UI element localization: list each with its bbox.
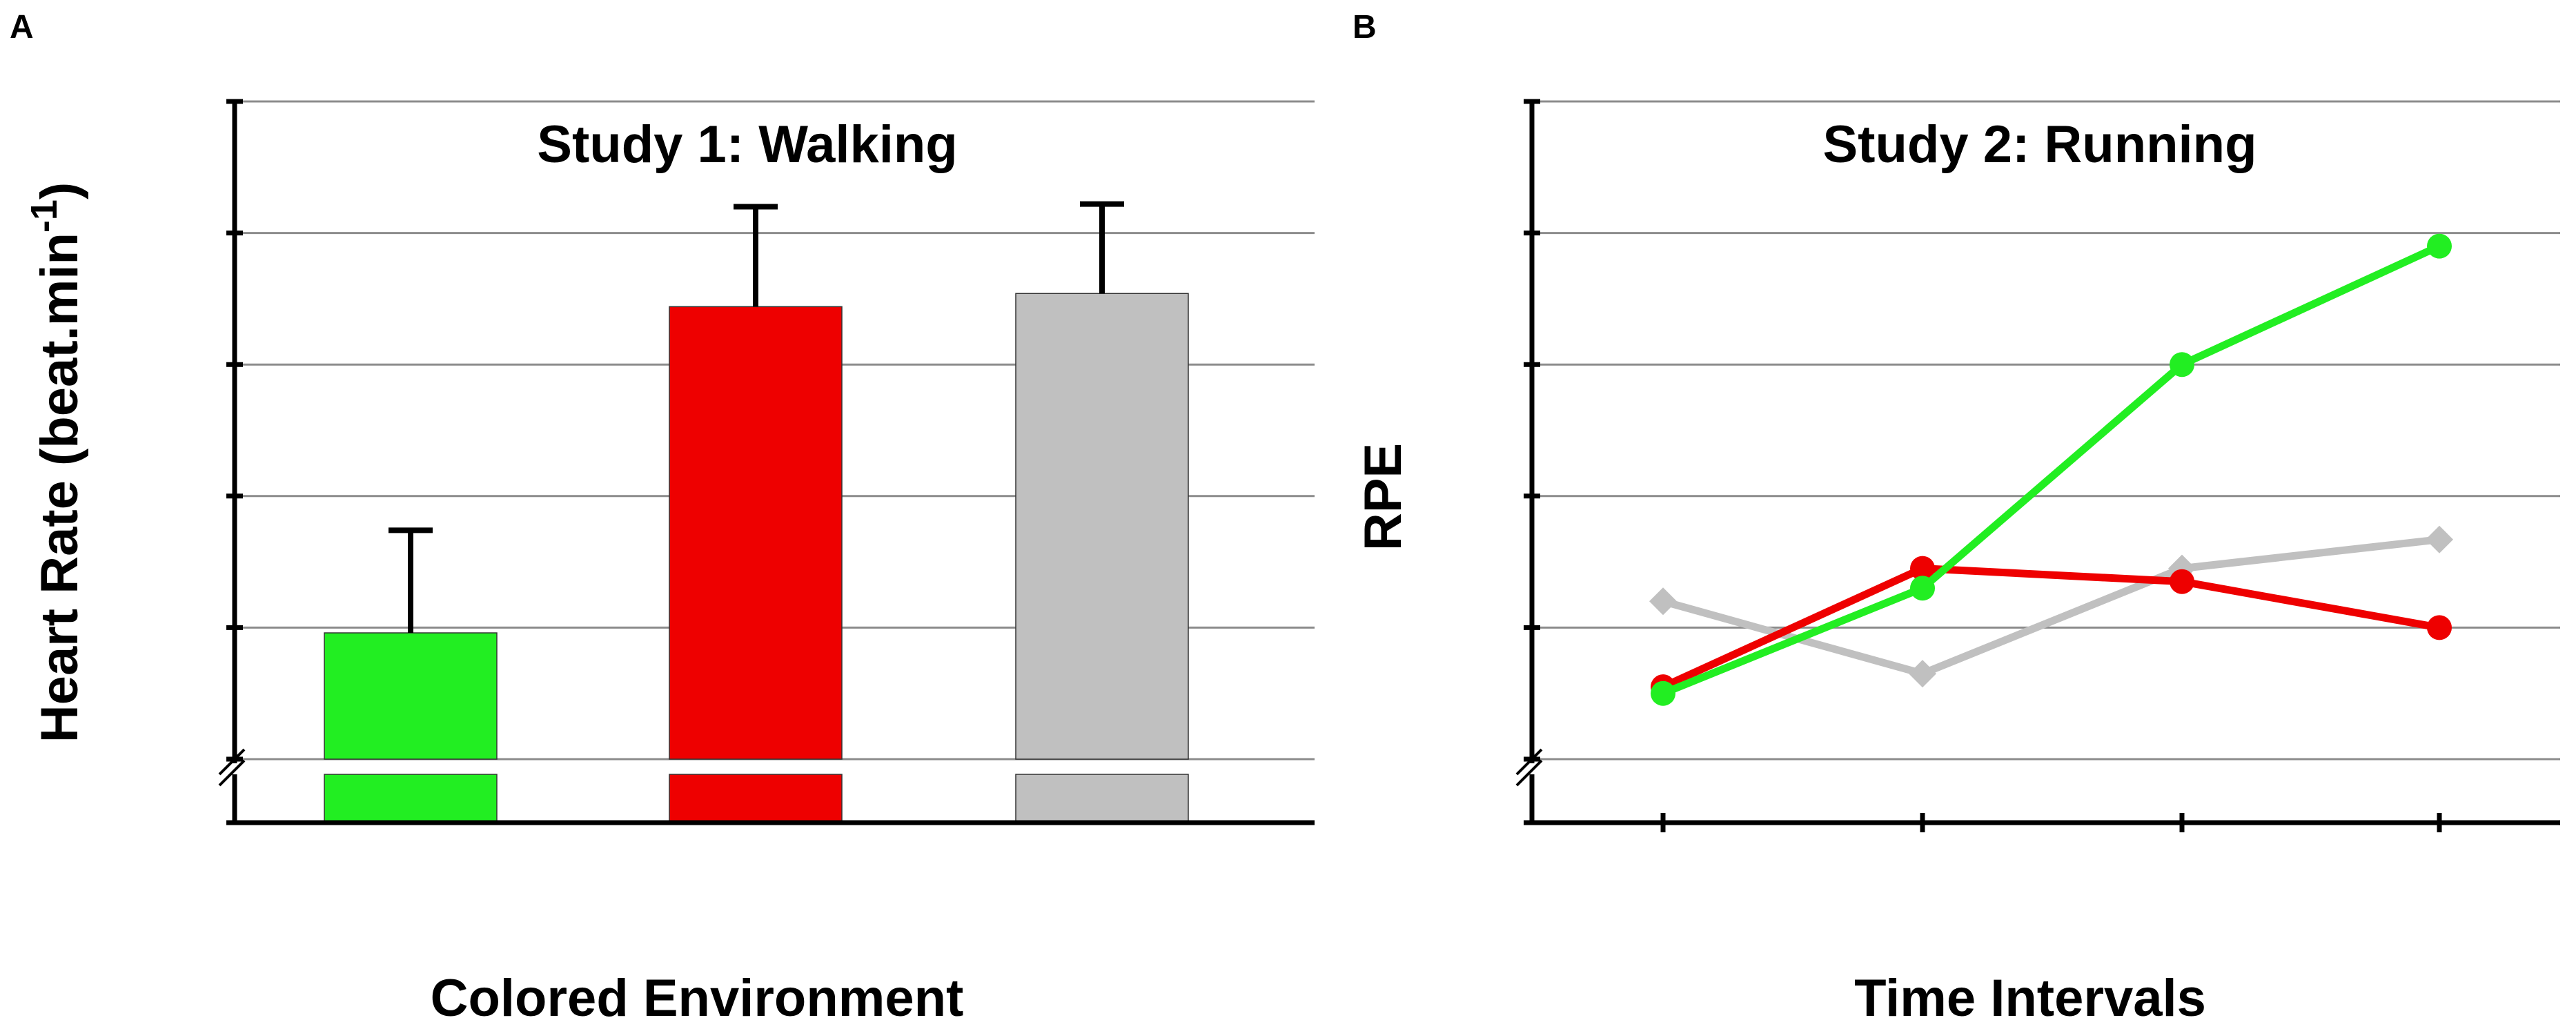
axis-break-slash (1515, 748, 1543, 776)
series-lines (1649, 233, 2453, 706)
line-chart-rpe: Study 2: Running Time Intervals RPE (1354, 99, 2560, 1028)
series-line-green (1661, 242, 2441, 697)
grid-lines (1532, 100, 2560, 761)
data-point-white (1649, 587, 1677, 616)
panel-b-letter: B (1353, 9, 1377, 46)
bar (1015, 293, 1189, 760)
axes (207, 99, 1315, 825)
data-point-green (2427, 233, 2452, 259)
bar (324, 632, 498, 760)
axis-break-slash (1515, 759, 1543, 787)
axis-break-slash (218, 748, 246, 776)
axis-break-slash (218, 759, 246, 787)
data-point-green (2170, 352, 2194, 378)
chart-title-a: Study 1: Walking (537, 115, 957, 174)
data-point-white (1909, 660, 1936, 688)
chart-title-b: Study 2: Running (1822, 115, 2257, 174)
bar-base (324, 774, 498, 823)
bars (324, 293, 1189, 823)
y-axis-title-main: Heart Rate (beat.min (30, 233, 89, 743)
bar (669, 306, 843, 760)
bar-chart-heart-rate: Study 1: Walking Colored Environment Hea… (23, 99, 1315, 1028)
data-point-green (1651, 680, 1675, 706)
data-point-white (2426, 525, 2453, 553)
panel-a-letter: A (10, 9, 34, 46)
bar-base (1015, 774, 1189, 823)
data-point-green (1910, 576, 1935, 601)
data-point-red (1910, 556, 1935, 581)
y-axis-title-a: Heart Rate (beat.min-1) (23, 182, 89, 743)
x-axis-title-a: Colored Environment (431, 969, 964, 1028)
axes (1504, 99, 2560, 832)
bar-base (669, 774, 843, 823)
data-point-red (2170, 569, 2194, 594)
data-point-red (2427, 615, 2452, 640)
y-axis-title-sup: -1 (23, 199, 65, 233)
series-line-red (1661, 565, 2440, 691)
y-axis-title-b: RPE (1354, 443, 1413, 551)
error-bars (389, 201, 1124, 634)
y-axis-title-close: ) (30, 182, 89, 199)
x-axis-title-b: Time Intervals (1854, 969, 2206, 1028)
